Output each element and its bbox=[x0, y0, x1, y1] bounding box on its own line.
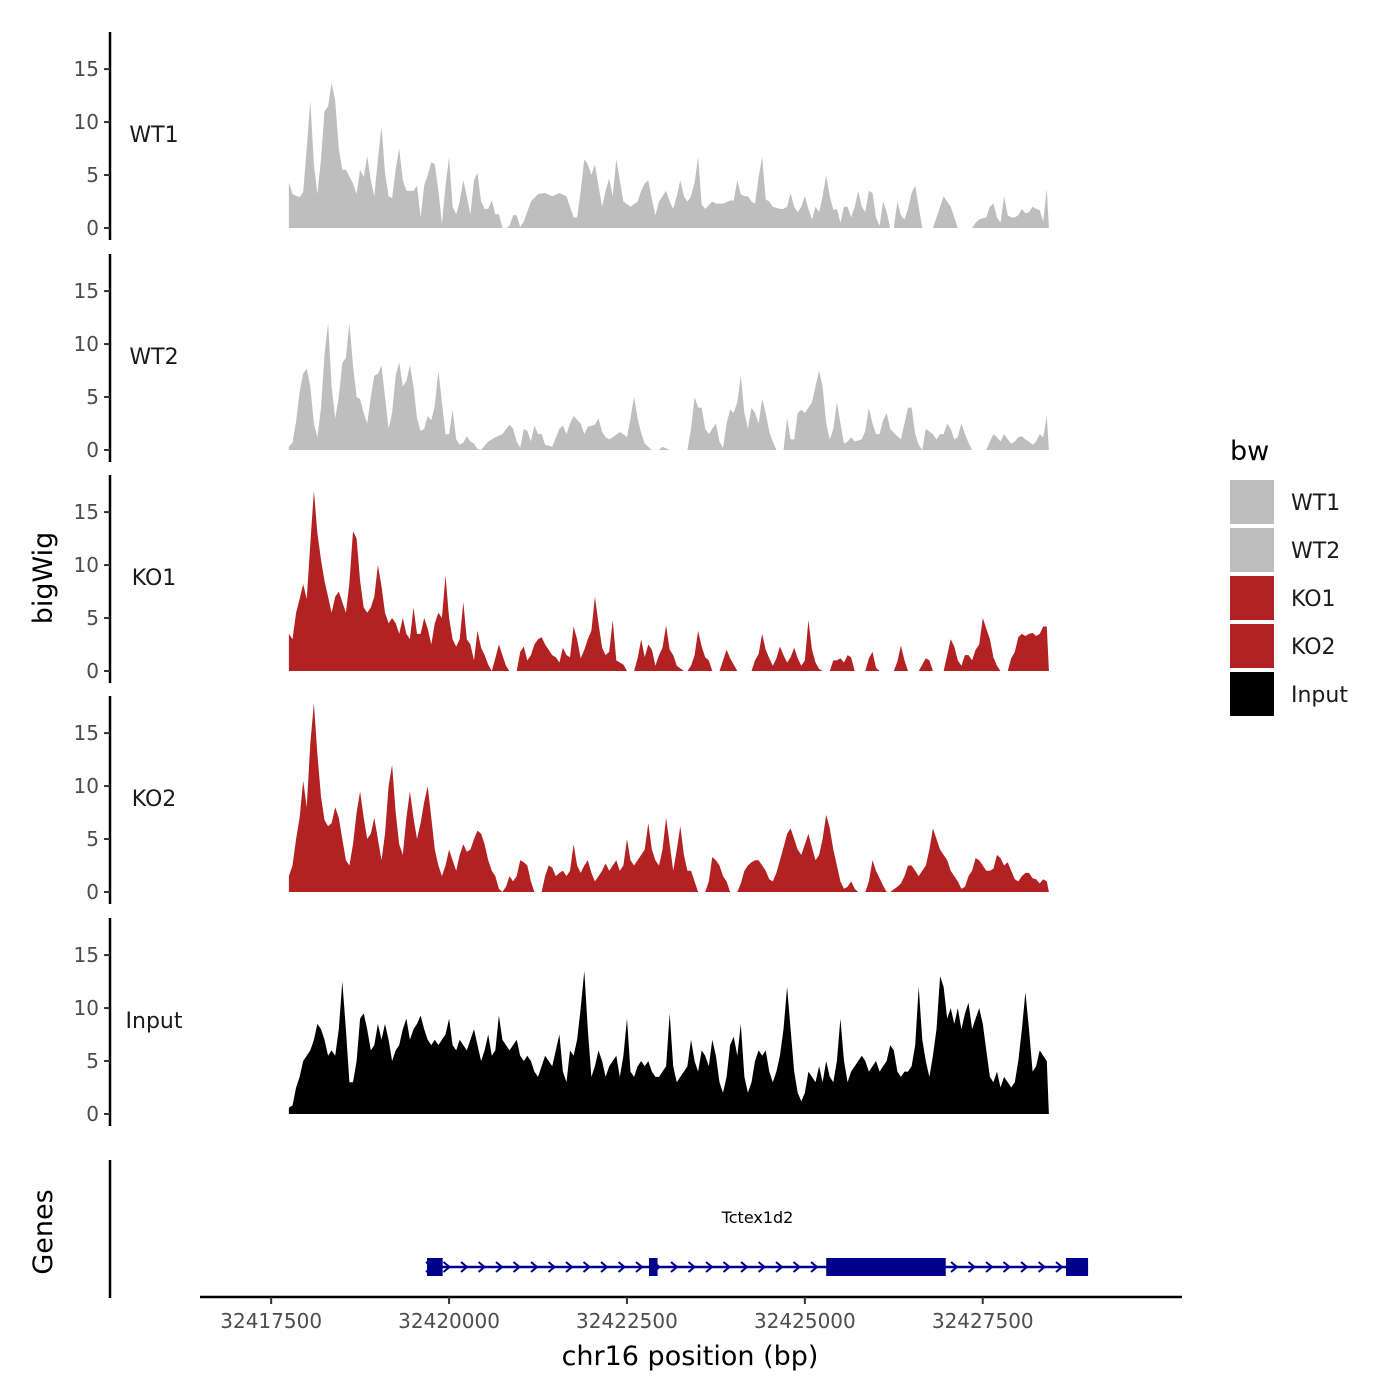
legend-label: KO2 bbox=[1291, 635, 1336, 660]
track-ko1: 0 5 10 15 KO1 bbox=[74, 475, 1049, 683]
y-tick-label: 0 bbox=[86, 880, 99, 904]
strand-arrow bbox=[967, 1261, 977, 1273]
y-tick-label: 0 bbox=[86, 1102, 99, 1126]
strand-arrow bbox=[950, 1261, 959, 1273]
strand-arrow bbox=[1020, 1261, 1029, 1273]
strand-arrow bbox=[565, 1261, 574, 1273]
y-tick-label: 5 bbox=[86, 1049, 99, 1073]
strand-arrow bbox=[512, 1261, 522, 1273]
genes-axis-title: Genes bbox=[28, 1189, 59, 1274]
track-label: KO1 bbox=[132, 566, 177, 591]
y-tick-label: 0 bbox=[86, 438, 99, 462]
strand-arrow bbox=[985, 1261, 994, 1273]
y-tick-label: 10 bbox=[74, 996, 99, 1020]
legend-swatch bbox=[1230, 528, 1274, 572]
gene-exon bbox=[826, 1258, 946, 1276]
strand-arrow bbox=[617, 1261, 627, 1273]
gene-exon bbox=[426, 1258, 443, 1276]
strand-arrow bbox=[1002, 1261, 1012, 1273]
y-tick-label: 10 bbox=[74, 110, 99, 134]
strand-arrow bbox=[1037, 1261, 1047, 1273]
strand-arrow bbox=[687, 1261, 697, 1273]
strand-arrow bbox=[442, 1261, 452, 1273]
strand-arrow bbox=[775, 1261, 784, 1273]
track-panels: 0 5 10 15 WT1 0 5 10 15 WT2 0 5 10 15 KO1 0 5 10 15 KO2 0 5 10… bbox=[74, 32, 1049, 1126]
y-tick-label: 15 bbox=[74, 500, 99, 524]
coverage-area-wt2 bbox=[288, 322, 1049, 450]
y-tick-label: 15 bbox=[74, 943, 99, 967]
gene-exon bbox=[649, 1258, 658, 1276]
track-label: WT2 bbox=[129, 345, 178, 370]
y-tick-label: 10 bbox=[74, 553, 99, 577]
y-tick-label: 5 bbox=[86, 606, 99, 630]
legend-item-wt1: WT1 bbox=[1230, 480, 1340, 524]
strand-arrow bbox=[705, 1261, 714, 1273]
x-axis: 32417500 32420000 32422500 32425000 32427500 bbox=[200, 1295, 1182, 1333]
legend-item-ko1: KO1 bbox=[1230, 576, 1336, 620]
y-tick-label: 5 bbox=[86, 385, 99, 409]
y-tick-label: 5 bbox=[86, 827, 99, 851]
y-tick-label: 15 bbox=[74, 57, 99, 81]
gene-panel: Tctex1d2 bbox=[108, 1160, 1089, 1298]
legend-item-wt2: WT2 bbox=[1230, 528, 1340, 572]
strand-arrow bbox=[495, 1261, 504, 1273]
legend-label: WT2 bbox=[1291, 539, 1340, 564]
strand-arrow bbox=[810, 1261, 819, 1273]
track-label: Input bbox=[126, 1009, 183, 1034]
coverage-area-input bbox=[288, 971, 1049, 1114]
gene-model: Tctex1d2 bbox=[425, 1208, 1089, 1276]
strand-arrow bbox=[582, 1261, 592, 1273]
legend-swatch bbox=[1230, 480, 1274, 524]
y-axis-title: bigWig bbox=[28, 532, 59, 625]
track-wt2: 0 5 10 15 WT2 bbox=[74, 254, 1049, 462]
legend-swatch bbox=[1230, 672, 1274, 716]
strand-arrow bbox=[757, 1261, 767, 1273]
track-label: WT1 bbox=[129, 123, 178, 148]
strand-arrow bbox=[722, 1261, 732, 1273]
coverage-area-ko1 bbox=[288, 490, 1049, 671]
legend-label: KO1 bbox=[1291, 587, 1336, 612]
legend-label: WT1 bbox=[1291, 491, 1340, 516]
strand-arrow bbox=[460, 1261, 469, 1273]
strand-arrow bbox=[477, 1261, 487, 1273]
strand-arrow bbox=[792, 1261, 802, 1273]
y-tick-label: 15 bbox=[74, 721, 99, 745]
gene-exon bbox=[1066, 1258, 1089, 1276]
strand-arrow bbox=[635, 1261, 644, 1273]
legend-swatch bbox=[1230, 624, 1274, 668]
legend-label: Input bbox=[1291, 683, 1348, 708]
x-tick-label: 32427500 bbox=[932, 1309, 1034, 1333]
track-ko2: 0 5 10 15 KO2 bbox=[74, 696, 1049, 904]
legend-swatch bbox=[1230, 576, 1274, 620]
strand-arrow bbox=[547, 1261, 557, 1273]
x-tick-label: 32417500 bbox=[220, 1309, 322, 1333]
strand-arrow bbox=[600, 1261, 609, 1273]
strand-arrow bbox=[1055, 1261, 1064, 1273]
y-tick-label: 10 bbox=[74, 332, 99, 356]
legend-title: bw bbox=[1230, 436, 1269, 467]
track-label: KO2 bbox=[132, 787, 177, 812]
gene-name-label: Tctex1d2 bbox=[721, 1208, 794, 1227]
track-wt1: 0 5 10 15 WT1 bbox=[74, 32, 1049, 240]
y-tick-label: 0 bbox=[86, 659, 99, 683]
y-tick-label: 5 bbox=[86, 163, 99, 187]
x-tick-label: 32422500 bbox=[576, 1309, 678, 1333]
coverage-area-ko2 bbox=[288, 703, 1049, 892]
track-input: 0 5 10 15 Input bbox=[74, 918, 1049, 1126]
y-tick-label: 10 bbox=[74, 774, 99, 798]
strand-arrow bbox=[740, 1261, 749, 1273]
y-tick-label: 0 bbox=[86, 216, 99, 240]
x-tick-label: 32420000 bbox=[398, 1309, 500, 1333]
strand-arrow bbox=[670, 1261, 679, 1273]
legend: bw WT1 WT2 KO1 KO2 Input bbox=[1230, 436, 1348, 716]
x-tick-label: 32425000 bbox=[754, 1309, 856, 1333]
x-axis-title: chr16 position (bp) bbox=[562, 1341, 819, 1372]
legend-item-input: Input bbox=[1230, 672, 1348, 716]
strand-arrow bbox=[530, 1261, 539, 1273]
legend-item-ko2: KO2 bbox=[1230, 624, 1336, 668]
y-tick-label: 15 bbox=[74, 279, 99, 303]
coverage-area-wt1 bbox=[288, 82, 1049, 229]
